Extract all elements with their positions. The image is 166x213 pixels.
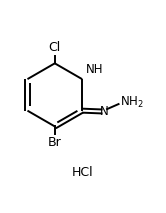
Text: NH: NH xyxy=(86,63,104,76)
Text: HCl: HCl xyxy=(72,166,94,179)
Text: Br: Br xyxy=(48,135,62,148)
Text: N: N xyxy=(100,105,109,118)
Text: Cl: Cl xyxy=(49,41,61,54)
Text: NH$_2$: NH$_2$ xyxy=(120,95,144,110)
